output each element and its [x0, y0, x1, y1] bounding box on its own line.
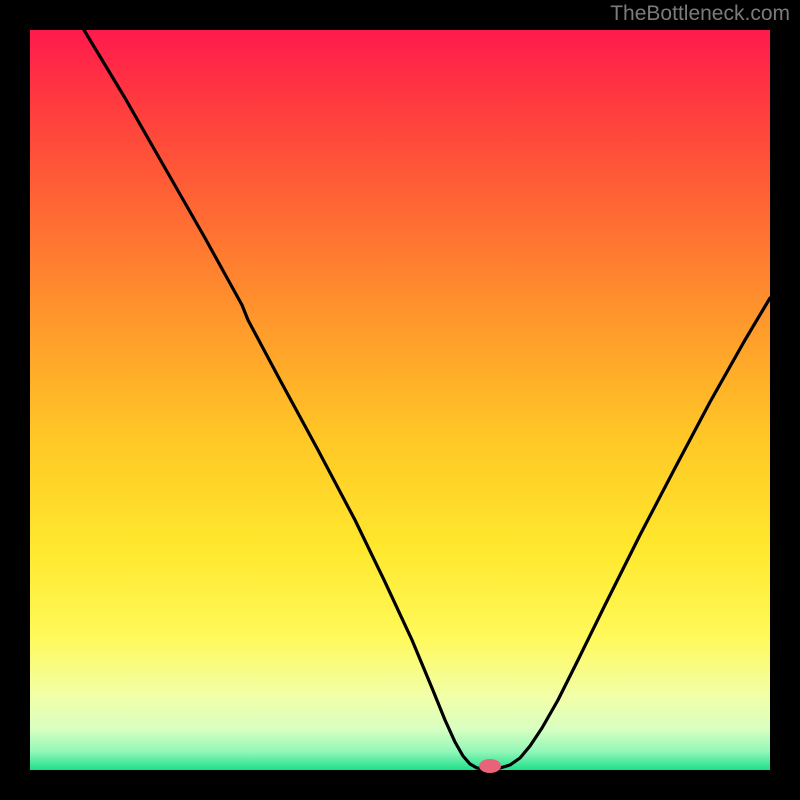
bottleneck-chart-svg [0, 0, 800, 800]
plot-area [30, 30, 770, 770]
chart-stage: TheBottleneck.com [0, 0, 800, 800]
minimum-marker [479, 759, 501, 773]
watermark-text: TheBottleneck.com [610, 2, 790, 26]
